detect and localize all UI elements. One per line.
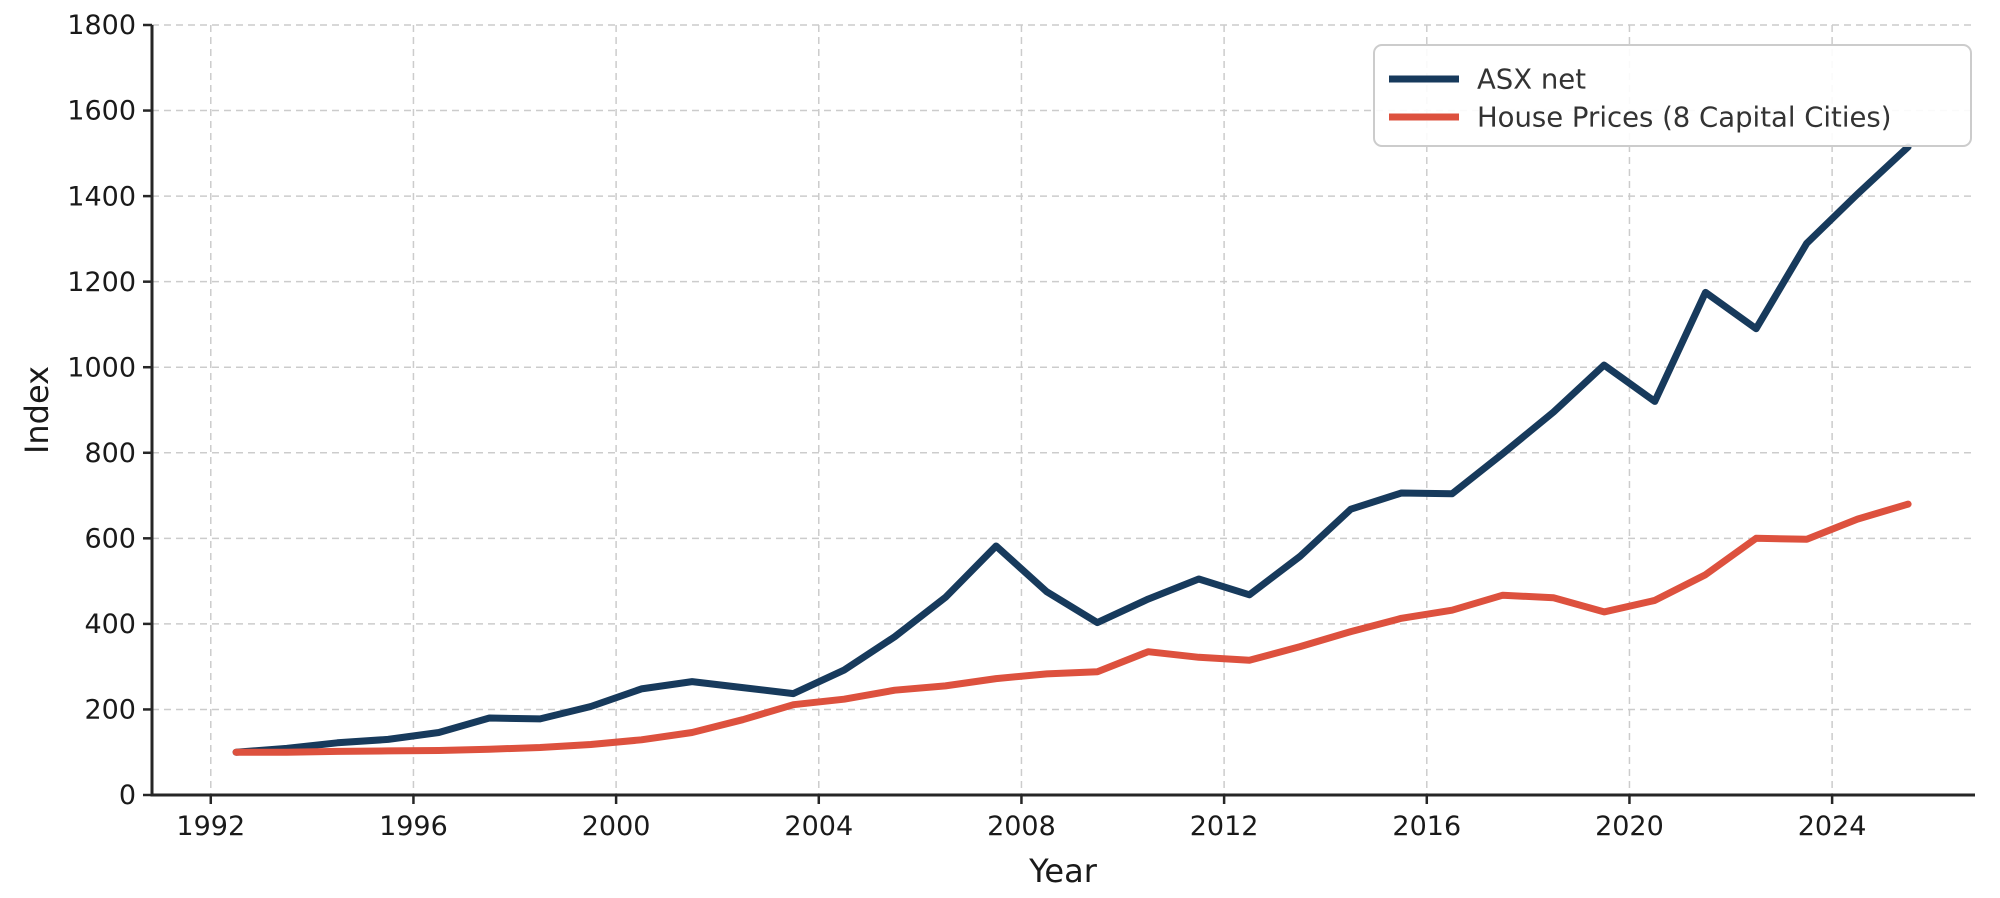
- x-tick-label: 1996: [379, 811, 448, 842]
- x-tick-label: 2012: [1190, 811, 1259, 842]
- x-tick-label: 2024: [1798, 811, 1867, 842]
- x-tick-label: 2020: [1595, 811, 1664, 842]
- legend: ASX net House Prices (8 Capital Cities): [1373, 44, 1972, 147]
- x-tick-label: 2000: [582, 811, 651, 842]
- y-tick-label: 600: [84, 524, 136, 555]
- y-tick-label: 1600: [67, 96, 136, 127]
- y-tick-label: 800: [84, 438, 136, 469]
- x-tick-label: 1992: [176, 811, 245, 842]
- legend-box: [1373, 44, 1972, 147]
- axis-ticks: 0 200 400 600 800 1000 1200 1400 1600 1800 1992 199…: [67, 10, 1866, 842]
- gridlines: [152, 24, 1975, 795]
- y-tick-label: 200: [84, 695, 136, 726]
- y-tick-label: 0: [119, 780, 136, 811]
- x-tick-label: 2004: [784, 811, 853, 842]
- x-axis-label: Year: [1028, 852, 1098, 890]
- legend-item: House Prices (8 Capital Cities): [1389, 102, 1891, 134]
- legend-label: House Prices (8 Capital Cities): [1477, 102, 1891, 134]
- y-axis-label: Index: [18, 366, 56, 454]
- x-tick-label: 2008: [987, 811, 1056, 842]
- y-tick-label: 400: [84, 609, 136, 640]
- legend-item: ASX net: [1389, 64, 1586, 96]
- y-tick-label: 1800: [67, 10, 136, 41]
- series-line-asx-net: [232, 143, 1912, 756]
- series-line-house-prices-8-capital-cities: [232, 500, 1912, 756]
- x-tick-label: 2016: [1392, 811, 1461, 842]
- series-lines: [232, 143, 1912, 756]
- y-tick-label: 1200: [67, 267, 136, 298]
- legend-label: ASX net: [1477, 64, 1586, 96]
- y-tick-label: 1400: [67, 181, 136, 212]
- axis-spines: [150, 25, 1975, 797]
- y-tick-label: 1000: [67, 352, 136, 383]
